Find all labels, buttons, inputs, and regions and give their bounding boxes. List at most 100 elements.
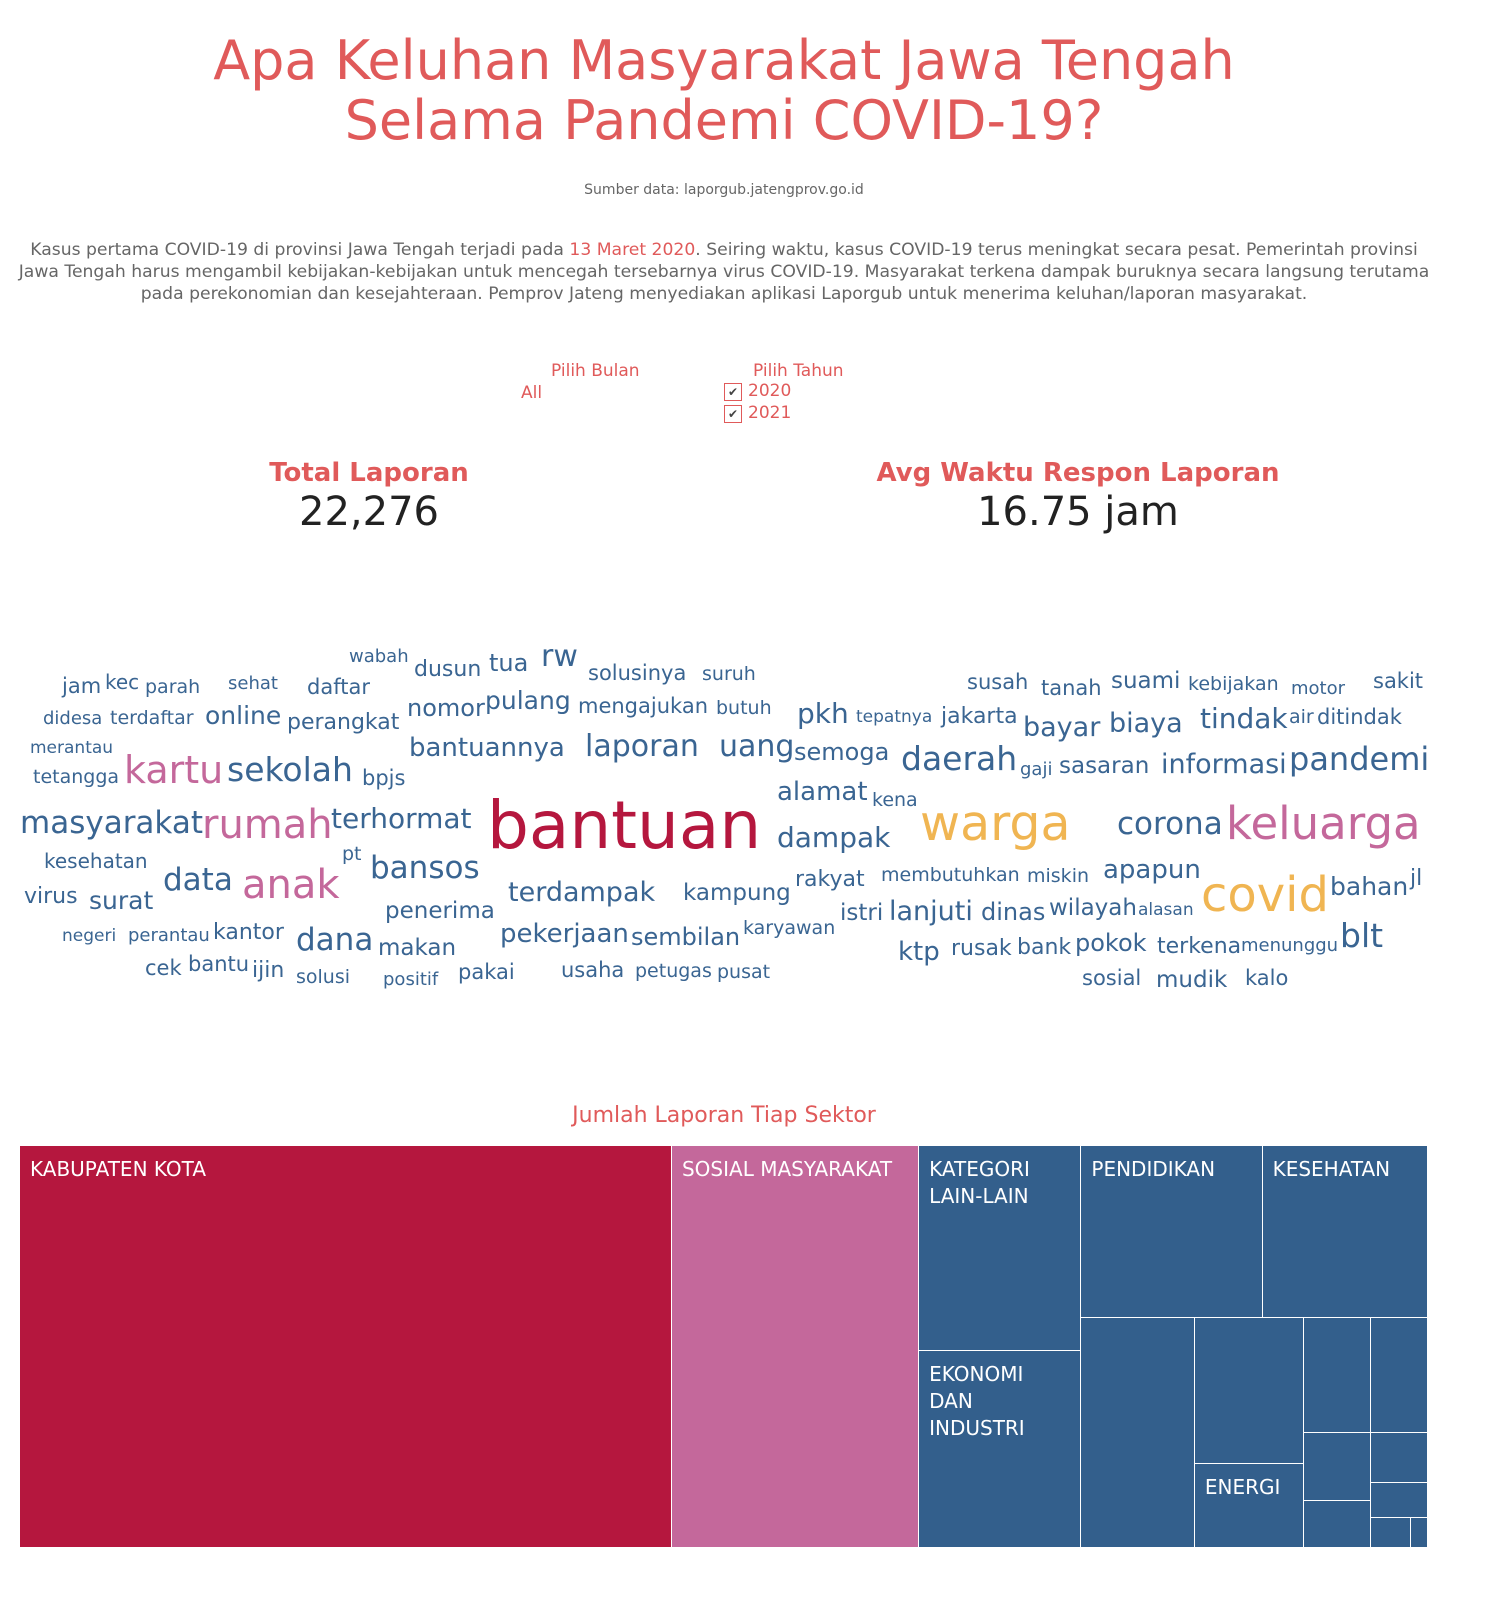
cloud-word: sasaran — [1059, 753, 1149, 779]
cloud-word: uang — [719, 729, 794, 764]
tile-label: EKONOMI DAN INDUSTRI — [929, 1362, 1025, 1441]
cloud-word: sembilan — [631, 923, 740, 951]
treemap-tile[interactable]: KESEHATAN — [1262, 1146, 1428, 1319]
cloud-word: pulang — [485, 686, 571, 715]
cloud-word: dana — [296, 922, 373, 958]
cloud-word: tanah — [1041, 676, 1102, 700]
treemap-tile[interactable] — [1411, 1517, 1428, 1548]
cloud-word: rakyat — [795, 867, 865, 892]
intro-text: . Seiring waktu, kasus COVID-19 terus me… — [18, 240, 1430, 304]
cloud-word: miskin — [1027, 865, 1089, 887]
checkbox[interactable]: ✔ — [724, 383, 742, 401]
treemap-tile[interactable]: PENDIDIKAN — [1081, 1146, 1263, 1319]
cloud-word: rusak — [951, 936, 1012, 961]
treemap-tile[interactable]: EKONOMI DAN INDUSTRI — [919, 1351, 1082, 1548]
tile-label: SOSIAL MASYARAKAT — [681, 1157, 893, 1181]
treemap-tile[interactable] — [1370, 1432, 1428, 1483]
cloud-word: penerima — [385, 898, 495, 924]
cloud-word: istri — [840, 900, 883, 926]
cloud-word: alamat — [777, 777, 868, 807]
tile-label: ENERGI — [1204, 1474, 1281, 1499]
cloud-word: tetangga — [33, 766, 119, 788]
cloud-word: gaji — [1020, 759, 1052, 780]
cloud-word: anak — [242, 862, 340, 908]
cloud-word: pokok — [1075, 929, 1147, 957]
cloud-word: kartu — [124, 748, 223, 792]
cloud-word: bantuan — [487, 787, 761, 864]
cloud-word: parah — [145, 676, 200, 698]
month-filter-label: Pilih Bulan — [551, 361, 640, 381]
cloud-word: negeri — [62, 926, 116, 946]
cloud-word: terkena — [1157, 934, 1241, 959]
cloud-word: laporan — [585, 729, 699, 764]
cloud-word: alasan — [1138, 900, 1194, 920]
treemap-tile[interactable] — [1370, 1517, 1412, 1548]
cloud-word: informasi — [1161, 749, 1287, 780]
tile-label: KESEHATAN — [1272, 1157, 1391, 1181]
treemap-tile[interactable] — [1304, 1432, 1371, 1501]
cloud-word: dinas — [981, 898, 1045, 926]
treemap-tile[interactable]: ENERGI — [1194, 1463, 1305, 1548]
cloud-word: corona — [1117, 806, 1223, 842]
title-line: Apa Keluhan Masyarakat Jawa Tengah — [213, 29, 1235, 92]
cloud-word: nomor — [407, 694, 485, 722]
kpi-value: 22,276 — [299, 489, 439, 535]
month-filter-value[interactable]: All — [521, 383, 543, 403]
cloud-word: warga — [920, 795, 1071, 852]
cloud-word: tua — [489, 649, 528, 677]
cloud-word: virus — [24, 884, 78, 909]
treemap-tile[interactable] — [1304, 1500, 1371, 1548]
cloud-word: merantau — [30, 738, 113, 758]
intro-date: 13 Maret 2020 — [569, 240, 696, 260]
cloud-word: perangkat — [287, 710, 400, 735]
treemap-tile[interactable] — [1304, 1318, 1371, 1433]
treemap-tile[interactable] — [1370, 1318, 1428, 1433]
year-option[interactable]: 2020 — [748, 381, 792, 401]
cloud-word: bank — [1017, 935, 1071, 960]
cloud-word: terdaftar — [110, 707, 194, 729]
cloud-word: semoga — [794, 738, 889, 766]
cloud-word: suruh — [702, 663, 756, 685]
checkbox[interactable]: ✔ — [724, 405, 742, 423]
cloud-word: daerah — [901, 739, 1017, 778]
cloud-word: cek — [145, 956, 182, 980]
cloud-word: bahan — [1330, 872, 1408, 901]
cloud-word: keluarga — [1226, 797, 1421, 850]
tile-label: KATEGORI LAIN-LAIN — [929, 1157, 1030, 1208]
treemap-tile[interactable]: KABUPATEN KOTA — [20, 1146, 672, 1548]
cloud-word: dampak — [777, 821, 891, 854]
cloud-word: pkh — [797, 697, 849, 730]
treemap-title: Jumlah Laporan Tiap Sektor — [572, 1103, 876, 1128]
cloud-word: solusinya — [588, 661, 686, 685]
treemap-tile[interactable] — [1081, 1318, 1195, 1548]
year-option[interactable]: 2021 — [748, 403, 792, 423]
cloud-word: surat — [89, 886, 153, 915]
cloud-word: tepatnya — [856, 707, 932, 727]
cloud-word: ijin — [252, 958, 284, 983]
cloud-word: bayar — [1023, 712, 1101, 743]
cloud-word: blt — [1340, 916, 1383, 955]
cloud-word: rw — [541, 639, 578, 674]
cloud-word: kec — [105, 670, 139, 694]
cloud-word: petugas — [635, 960, 712, 982]
cloud-word: perantau — [128, 925, 210, 946]
cloud-word: wilayah — [1049, 895, 1137, 921]
treemap-tile[interactable]: SOSIAL MASYARAKAT — [671, 1146, 920, 1548]
cloud-word: sakit — [1373, 669, 1423, 693]
cloud-word: ktp — [898, 937, 940, 967]
cloud-word: sekolah — [227, 750, 353, 789]
treemap-tile[interactable] — [1370, 1482, 1428, 1518]
cloud-word: menunggu — [1241, 935, 1338, 956]
intro: Kasus pertama COVID-19 di provinsi Jawa … — [14, 239, 1434, 305]
cloud-word: bansos — [370, 850, 480, 886]
treemap-tile[interactable] — [1194, 1318, 1305, 1464]
cloud-word: susah — [967, 670, 1028, 694]
cloud-word: data — [163, 862, 233, 898]
treemap-tile[interactable]: KATEGORI LAIN-LAIN — [919, 1146, 1082, 1352]
cloud-word: online — [205, 701, 281, 730]
cloud-word: jl — [1409, 866, 1422, 891]
cloud-word: sehat — [228, 673, 278, 694]
cloud-word: wabah — [349, 646, 409, 667]
